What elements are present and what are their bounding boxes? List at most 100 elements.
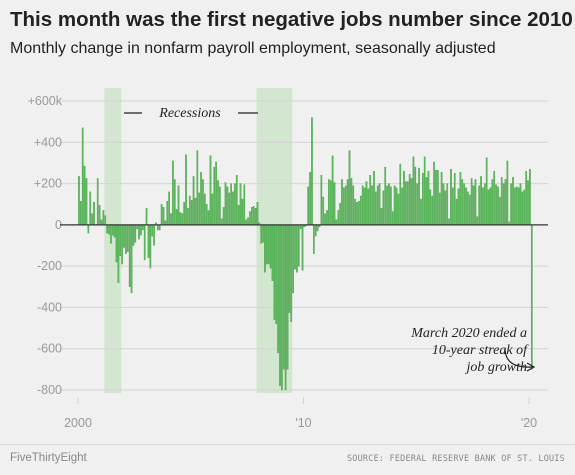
bar — [281, 224, 283, 391]
bar — [277, 224, 279, 353]
bar — [249, 211, 251, 226]
bar — [367, 188, 370, 226]
recession-label: Recessions — [158, 106, 221, 121]
bar — [335, 219, 338, 226]
bar — [157, 224, 159, 231]
bar — [290, 224, 293, 323]
bar — [211, 193, 214, 225]
bar — [478, 185, 481, 226]
bar — [444, 190, 447, 226]
bar — [354, 198, 356, 226]
bar — [530, 224, 533, 370]
bar — [465, 187, 467, 226]
bar — [151, 224, 154, 237]
bar — [192, 176, 195, 226]
bar — [183, 201, 185, 226]
bar — [188, 195, 191, 226]
y-tick-label: -400 — [37, 300, 62, 314]
bar — [468, 194, 471, 226]
bar — [292, 224, 294, 294]
bar — [294, 224, 296, 270]
bar — [474, 179, 477, 226]
bar — [172, 160, 174, 226]
bar — [187, 208, 189, 225]
y-tick-label: -600 — [37, 342, 62, 356]
bar — [467, 191, 469, 226]
bar — [106, 224, 108, 234]
bar — [483, 183, 486, 226]
bar — [329, 180, 332, 226]
y-tick-label: +200 — [34, 177, 62, 191]
bar — [331, 155, 334, 225]
bar — [209, 155, 212, 225]
bar — [147, 224, 150, 259]
bar — [453, 173, 456, 226]
bar — [215, 161, 217, 226]
grid-lines — [60, 100, 548, 404]
bar — [495, 184, 497, 226]
bar — [297, 224, 300, 267]
bar — [241, 198, 244, 226]
bar — [322, 196, 325, 226]
bar — [529, 168, 531, 226]
bar — [138, 224, 140, 240]
bar — [111, 224, 114, 236]
bar — [525, 171, 527, 226]
bar — [361, 185, 364, 226]
bar — [256, 201, 259, 226]
bar — [286, 224, 289, 370]
bar — [228, 192, 231, 226]
bar — [217, 180, 219, 226]
bar — [179, 212, 182, 226]
bar — [220, 218, 223, 226]
bar — [160, 204, 163, 226]
bar — [168, 191, 170, 226]
bar — [130, 224, 133, 294]
bar — [115, 224, 118, 263]
bar — [262, 224, 264, 243]
bar — [393, 185, 396, 226]
bar — [245, 219, 248, 226]
bar — [341, 179, 343, 226]
bar — [375, 191, 377, 226]
bar — [271, 224, 274, 281]
bar — [489, 187, 492, 226]
bar — [200, 172, 202, 226]
bar — [517, 187, 520, 226]
bar — [177, 185, 180, 226]
bar — [403, 171, 405, 226]
bar — [279, 224, 281, 387]
bar — [391, 211, 394, 226]
bar — [328, 179, 330, 226]
bar — [213, 166, 216, 226]
bar — [113, 224, 116, 238]
bar — [222, 207, 225, 226]
bar — [365, 181, 368, 226]
annotations: Recessions March 2020 ended a 10-year stre… — [124, 106, 536, 375]
bar — [312, 224, 315, 254]
bar — [87, 224, 90, 234]
bar — [421, 173, 424, 226]
bar — [406, 181, 409, 226]
bar — [463, 183, 465, 226]
bar — [371, 185, 373, 226]
bar — [269, 224, 272, 269]
bar — [433, 161, 435, 226]
bar — [427, 171, 430, 226]
bar — [388, 183, 390, 226]
bar — [173, 179, 176, 226]
bar — [181, 213, 184, 226]
bar — [343, 187, 345, 226]
bar — [307, 186, 310, 226]
bar — [476, 216, 479, 226]
bar — [519, 183, 522, 226]
bar — [166, 200, 169, 226]
bar — [373, 171, 375, 226]
bar — [145, 208, 148, 225]
footer-divider — [0, 444, 575, 445]
annotation-line: March 2020 ended a — [410, 326, 527, 341]
bar — [425, 177, 428, 226]
bar — [423, 156, 426, 226]
recession-band-1 — [104, 88, 122, 393]
bar — [359, 195, 362, 226]
